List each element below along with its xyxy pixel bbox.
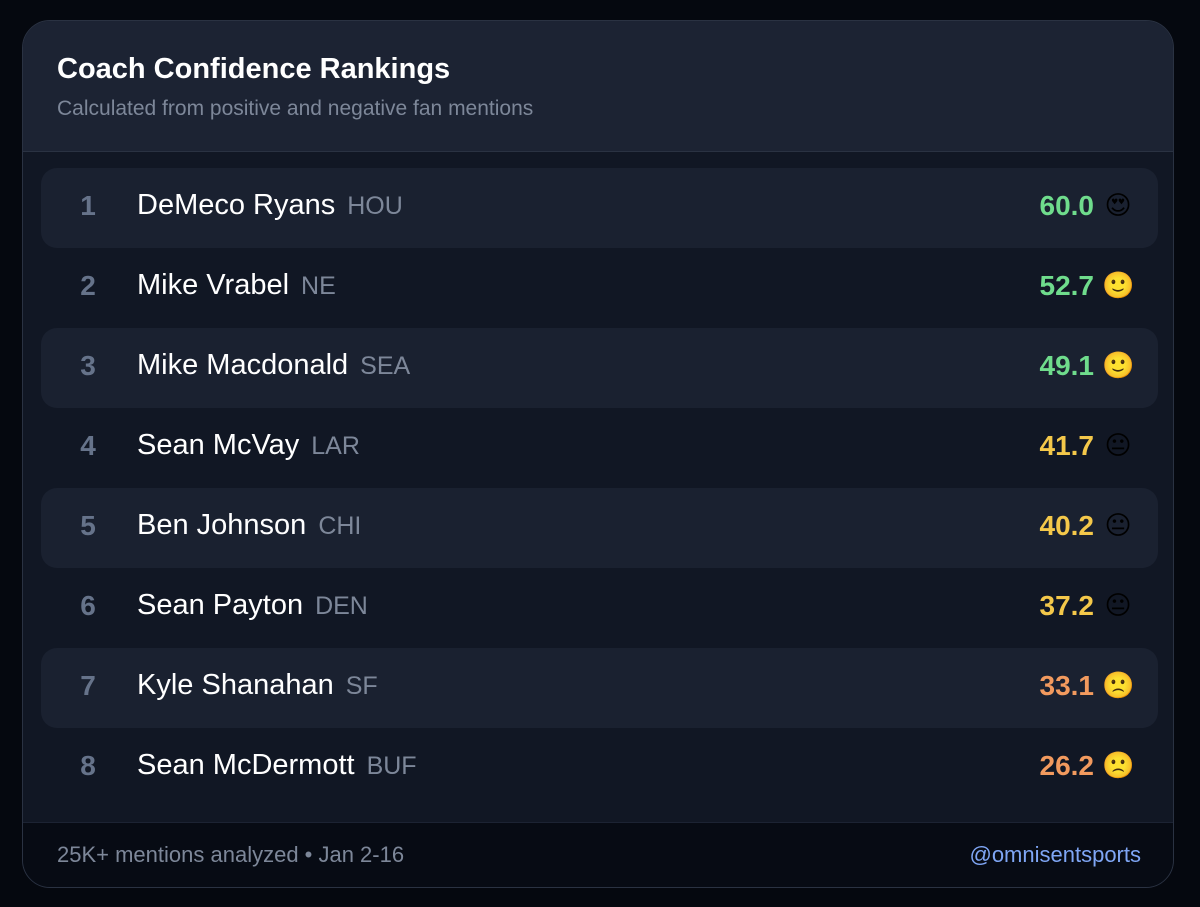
team: BUF (366, 752, 417, 780)
coach-name: Mike Vrabel (137, 269, 290, 301)
score: 49.1 (1039, 350, 1095, 381)
coach: Ben Johnson CHI (137, 509, 361, 542)
coach: Mike Vrabel NE (137, 269, 336, 302)
ranking-row: 3 Mike Macdonald SEA 49.1 🙂 (41, 328, 1158, 408)
emoji: 🙁 (1102, 670, 1135, 700)
coach: Mike Macdonald SEA (137, 349, 410, 382)
score: 52.7 (1039, 270, 1095, 301)
ranking-row: 5 Ben Johnson CHI 40.2 😐 (41, 488, 1158, 568)
coach: Kyle Shanahan SF (137, 669, 378, 702)
coach-name: Sean McDermott (137, 749, 355, 781)
emoji: 😐 (1104, 510, 1132, 540)
team: HOU (347, 192, 403, 220)
ranking-row: 7 Kyle Shanahan SF 33.1 🙁 (41, 648, 1158, 728)
subtitle: Calculated from positive and negative fa… (57, 97, 534, 120)
rank: 4 (80, 430, 96, 461)
emoji: 😍 (1104, 190, 1132, 220)
score: 60.0 (1039, 190, 1095, 221)
coach-name: Ben Johnson (137, 509, 307, 541)
team: CHI (318, 512, 362, 540)
footer: 25K+ mentions analyzed • Jan 2-16 @omnis… (23, 822, 1173, 887)
ranking-row: 6 Sean Payton DEN 37.2 😐 (41, 568, 1158, 648)
coach: Sean Payton DEN (137, 589, 368, 622)
rank: 8 (80, 750, 96, 781)
team: LAR (311, 432, 360, 460)
emoji: 🙂 (1102, 270, 1135, 300)
score: 40.2 (1039, 510, 1095, 541)
emoji: 🙂 (1102, 350, 1135, 380)
rankings-list: 1 DeMeco Ryans HOU 60.0 😍 2 Mike Vrabel NE 52.7 🙂… (41, 168, 1158, 808)
coach-name: DeMeco Ryans (137, 189, 336, 221)
emoji: 😐 (1104, 590, 1132, 620)
coach-name: Mike Macdonald (137, 349, 349, 381)
coach: Sean McDermott BUF (137, 749, 417, 782)
coach-name: Kyle Shanahan (137, 669, 334, 701)
ranking-row: 4 Sean McVay LAR 41.7 😐 (41, 408, 1158, 488)
ranking-row: 2 Mike Vrabel NE 52.7 🙂 (41, 248, 1158, 328)
score: 41.7 (1039, 430, 1095, 461)
score: 37.2 (1039, 590, 1095, 621)
ranking-row: 8 Sean McDermott BUF 26.2 🙁 (41, 728, 1158, 808)
rank: 2 (80, 270, 96, 301)
rank: 3 (80, 350, 96, 381)
coach: DeMeco Ryans HOU (137, 189, 403, 222)
rank: 5 (80, 510, 96, 541)
emoji: 🙁 (1102, 750, 1135, 780)
team: SEA (360, 352, 411, 380)
ranking-row: 1 DeMeco Ryans HOU 60.0 😍 (41, 168, 1158, 248)
header: Coach Confidence Rankings Calculated fro… (23, 21, 1173, 152)
coach-name: Sean Payton (137, 589, 304, 621)
team: DEN (315, 592, 368, 620)
rank: 6 (80, 590, 96, 621)
rank: 1 (80, 190, 96, 221)
rank: 7 (80, 670, 96, 701)
footer-note: 25K+ mentions analyzed • Jan 2-16 (57, 842, 405, 867)
score: 33.1 (1039, 670, 1095, 701)
card: Coach Confidence Rankings Calculated fro… (22, 20, 1174, 888)
score: 26.2 (1039, 750, 1095, 781)
handle[interactable]: @omnisentsports (969, 842, 1141, 867)
emoji: 😐 (1104, 430, 1132, 460)
coach: Sean McVay LAR (137, 429, 360, 462)
coach-name: Sean McVay (137, 429, 300, 461)
team: SF (345, 672, 378, 700)
team: NE (301, 272, 336, 300)
title: Coach Confidence Rankings (57, 53, 451, 85)
